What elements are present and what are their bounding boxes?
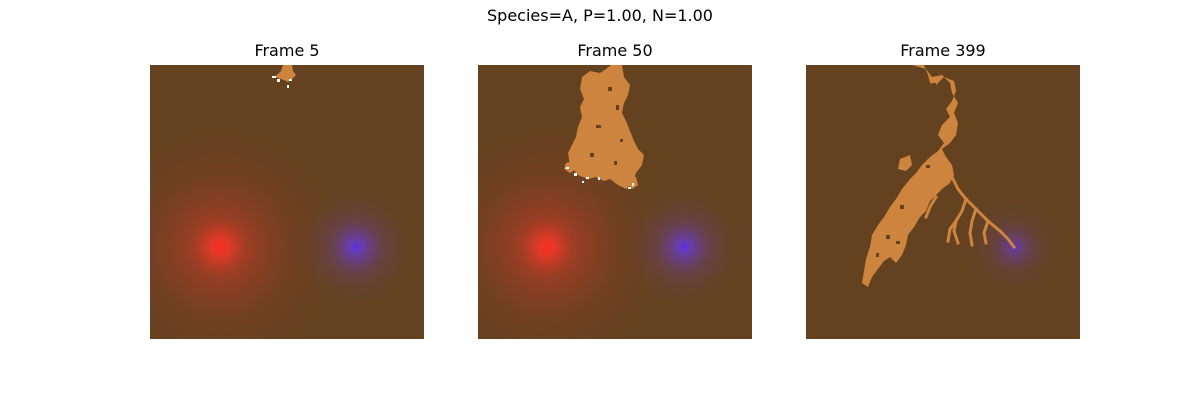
blue-source-glow [150, 65, 424, 339]
colony-branches [924, 174, 1017, 250]
panel-title: Frame 399 [900, 41, 986, 60]
simulation-image [478, 65, 752, 339]
simulation-image [150, 65, 424, 339]
panel-frame-50: Frame 50 [478, 40, 752, 339]
colony-holes [876, 83, 944, 257]
colony-holes [590, 87, 623, 165]
panel-title: Frame 50 [577, 41, 653, 60]
simulation-frame [806, 65, 1080, 339]
simulation-frame [478, 65, 752, 339]
simulation-image [806, 65, 1080, 339]
colony [862, 65, 958, 287]
simulation-frame [150, 65, 424, 339]
colony [274, 65, 296, 82]
colony-tips [566, 167, 634, 189]
panel-frame-5: Frame 5 [150, 40, 424, 339]
panel-title: Frame 5 [254, 41, 320, 60]
colony [564, 65, 644, 189]
colony-tips [272, 76, 292, 88]
panel-frame-399: Frame 399 [806, 40, 1080, 339]
figure-title: Species=A, P=1.00, N=1.00 [487, 6, 713, 25]
blue-source-glow [806, 65, 1080, 339]
